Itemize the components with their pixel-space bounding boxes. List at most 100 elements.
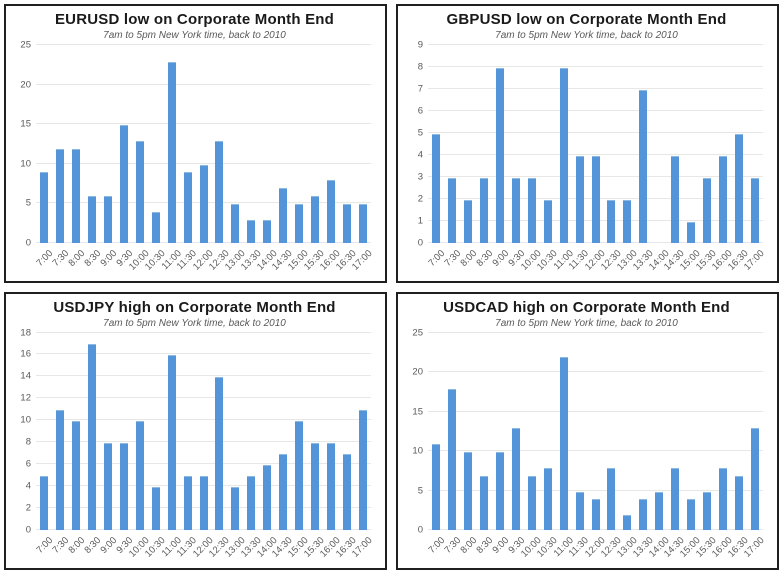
bar-8:00 xyxy=(463,452,472,530)
bar-12:00 xyxy=(591,499,600,530)
y-tick-label: 2 xyxy=(417,193,423,205)
bar-13:00 xyxy=(623,199,632,243)
bar-17:00 xyxy=(751,428,760,530)
bar-11:30 xyxy=(575,491,584,530)
bar-16:30 xyxy=(343,204,352,243)
bar-9:00 xyxy=(103,196,112,243)
y-tick-label: 0 xyxy=(25,237,31,248)
bar-14:00 xyxy=(263,219,272,243)
bar-13:30 xyxy=(639,499,648,530)
plot-area xyxy=(428,44,763,243)
bar-chart: 0 1 2 3 4 5 6 7 8 9 7:00 7:30 8:00 8:30 9:00 9:30 10:00… xyxy=(404,40,769,279)
x-axis: 7:00 7:30 8:00 8:30 9:00 9:30 10:00 10:30 11:00 1… xyxy=(427,243,767,279)
y-tick-label: 18 xyxy=(20,327,31,338)
bar-16:00 xyxy=(327,180,336,243)
bar-chart: 0 2 4 6 8 10 12 14 16 18 7:00 7:30 8:00 8:30 9:00 9:30… xyxy=(12,327,377,567)
bar-15:30 xyxy=(703,491,712,530)
plot-column: 7:00 7:30 8:00 8:30 9:00 9:30 10:00 10:30 11:00 1… xyxy=(427,44,767,279)
gridline xyxy=(36,463,371,465)
gridline xyxy=(36,397,371,399)
gridline xyxy=(428,153,763,155)
bar-7:30 xyxy=(447,177,456,243)
bar-17:00 xyxy=(359,410,368,530)
y-tick-label: 4 xyxy=(25,480,31,492)
bar-15:00 xyxy=(687,499,696,530)
bar-14:30 xyxy=(279,188,288,243)
chart-subtitle: 7am to 5pm New York time, back to 2010 xyxy=(495,317,678,329)
bar-13:00 xyxy=(231,487,240,530)
bar-9:30 xyxy=(119,125,128,243)
y-tick-label: 20 xyxy=(20,79,31,90)
bar-8:30 xyxy=(87,196,96,243)
bar-15:00 xyxy=(687,221,696,243)
y-axis: 0 5 10 15 20 25 xyxy=(404,327,428,536)
bar-15:00 xyxy=(295,204,304,243)
bar-14:00 xyxy=(655,491,664,530)
gridline xyxy=(428,371,763,372)
bar-16:30 xyxy=(343,454,352,530)
gridline xyxy=(428,109,763,111)
bar-7:00 xyxy=(431,444,440,530)
bar-8:00 xyxy=(71,421,80,530)
plot-area xyxy=(36,331,371,530)
plot-area xyxy=(36,44,371,243)
chart-title: EURUSD low on Corporate Month End xyxy=(54,11,335,28)
bar-10:00 xyxy=(527,177,536,243)
y-tick-label: 7 xyxy=(417,83,423,95)
bar-11:30 xyxy=(183,476,192,530)
bar-8:30 xyxy=(479,177,488,243)
y-tick-label: 20 xyxy=(412,366,423,378)
bar-8:30 xyxy=(87,344,96,530)
bar-11:30 xyxy=(575,155,584,243)
y-tick-label: 4 xyxy=(417,149,423,161)
plot-area xyxy=(428,331,763,530)
y-tick-label: 25 xyxy=(20,39,31,51)
plot-column: 7:00 7:30 8:00 8:30 9:00 9:30 10:00 10:30 11:00 1… xyxy=(35,331,375,567)
x-axis: 7:00 7:30 8:00 8:30 9:00 9:30 10:00 10:30 11:00 1… xyxy=(427,530,767,566)
bar-10:00 xyxy=(527,475,536,530)
chart-panel-gbpusd-low: GBPUSD low on Corporate Month End 7am to… xyxy=(396,4,779,283)
bar-chart: 0 5 10 15 20 25 7:00 7:30 8:00 8:30 9:00 9:30 10:00… xyxy=(12,40,377,279)
bar-14:00 xyxy=(263,465,272,530)
bar-12:30 xyxy=(607,467,616,530)
bar-10:00 xyxy=(135,421,144,530)
bar-8:00 xyxy=(463,199,472,243)
bar-13:30 xyxy=(247,476,256,530)
gridline xyxy=(36,123,371,124)
bar-9:30 xyxy=(511,428,520,530)
y-axis: 0 2 4 6 8 10 12 14 16 18 xyxy=(12,327,36,536)
bar-13:30 xyxy=(247,219,256,243)
y-tick-label: 10 xyxy=(412,445,423,457)
y-tick-label: 5 xyxy=(417,127,423,139)
bar-10:30 xyxy=(543,199,552,243)
y-tick-label: 25 xyxy=(412,327,423,338)
bar-7:30 xyxy=(55,410,64,530)
bar-9:00 xyxy=(495,452,504,530)
plot-column: 7:00 7:30 8:00 8:30 9:00 9:30 10:00 10:30 11:00 1… xyxy=(427,331,767,567)
bar-7:00 xyxy=(39,172,48,243)
y-axis: 0 5 10 15 20 25 xyxy=(12,40,36,249)
bar-12:00 xyxy=(199,164,208,243)
gridline xyxy=(36,353,371,355)
plot-column: 7:00 7:30 8:00 8:30 9:00 9:30 10:00 10:30 11:00 1… xyxy=(35,44,375,279)
y-tick-label: 5 xyxy=(25,197,31,209)
bar-11:00 xyxy=(559,67,568,243)
bar-16:00 xyxy=(719,155,728,243)
y-tick-label: 10 xyxy=(20,414,31,426)
bar-10:30 xyxy=(151,487,160,530)
bar-14:30 xyxy=(671,467,680,530)
bar-11:00 xyxy=(167,61,176,243)
y-tick-label: 10 xyxy=(20,158,31,169)
y-tick-label: 14 xyxy=(20,370,31,382)
y-tick-label: 0 xyxy=(417,524,423,536)
y-tick-label: 2 xyxy=(25,502,31,514)
gridline xyxy=(428,410,763,412)
gridline xyxy=(36,441,371,443)
bar-15:30 xyxy=(703,177,712,243)
bar-14:30 xyxy=(279,454,288,530)
bar-10:30 xyxy=(151,211,160,243)
bar-8:30 xyxy=(479,475,488,530)
bar-11:00 xyxy=(167,355,176,530)
bar-9:30 xyxy=(511,177,520,243)
